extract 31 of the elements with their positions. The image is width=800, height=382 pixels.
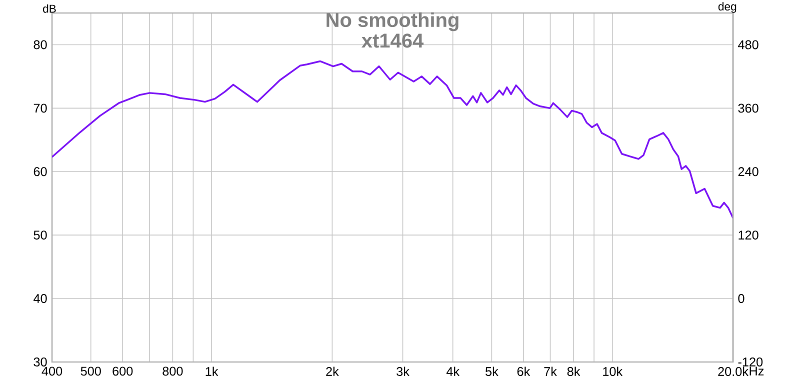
x-tick-label: 1k — [206, 366, 218, 376]
x-tick-label: 800 — [162, 366, 183, 376]
y2-tick-label: 360 — [738, 104, 758, 113]
y2-tick-label: 0 — [738, 294, 744, 304]
y2-tick-label: -120 — [738, 358, 763, 366]
x-tick-label: 8k — [567, 366, 580, 376]
y2-axis-title: deg — [718, 2, 736, 13]
x-tick-label: 2k — [326, 366, 339, 376]
x-tick-label: 4k — [446, 366, 460, 376]
y-tick-label: 40 — [34, 294, 47, 304]
y-tick-label: 30 — [34, 358, 47, 366]
y2-tick-label: 480 — [738, 40, 758, 50]
y-axis-title: dB — [43, 4, 56, 13]
x-tick-label: 5k — [486, 366, 498, 376]
chart-title: No smoothing — [326, 12, 458, 32]
y-tick-label: 60 — [34, 167, 47, 176]
x-tick-label: 400 — [42, 366, 62, 376]
text: xt1464 — [362, 34, 424, 48]
x-tick-label: 7k — [544, 366, 557, 376]
x-tick-label: 10k — [603, 366, 623, 376]
y-tick-label: 70 — [34, 104, 47, 113]
x-tick-label: 6k — [517, 366, 530, 376]
y-tick-label: 50 — [34, 230, 47, 240]
y-tick-label: 80 — [34, 40, 47, 50]
x-tick-label: 600 — [112, 366, 133, 376]
x-tick-label: 3k — [396, 366, 410, 376]
y2-tick-label: 240 — [738, 167, 758, 176]
x-tick-label: 500 — [80, 366, 101, 376]
x-axis-title: Hz — [750, 366, 764, 376]
y2-tick-label: 120 — [738, 230, 758, 240]
x-tick-label: 20.0k — [718, 366, 749, 376]
